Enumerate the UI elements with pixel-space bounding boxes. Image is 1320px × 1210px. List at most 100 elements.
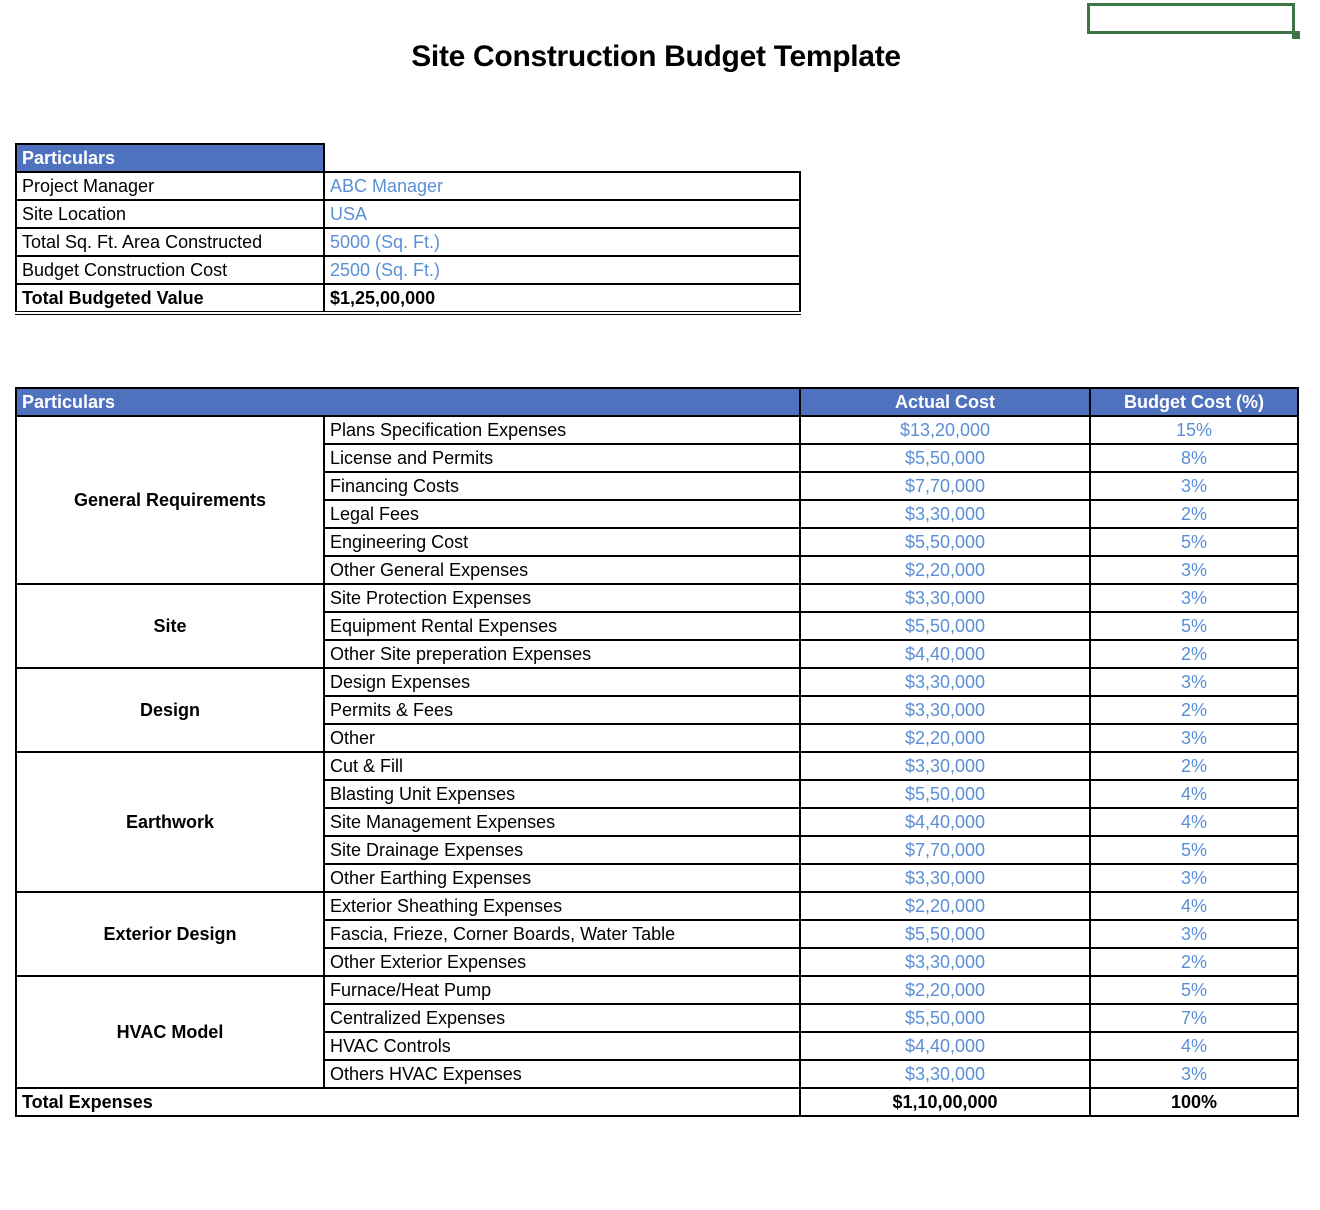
item-cell[interactable]: Legal Fees — [323, 499, 801, 529]
total-budgeted-value[interactable]: $1,25,00,000 — [323, 283, 801, 315]
item-cell[interactable]: Design Expenses — [323, 667, 801, 697]
info-value[interactable]: ABC Manager — [323, 171, 801, 201]
actual-cost-cell[interactable]: $3,30,000 — [799, 499, 1091, 529]
actual-cost-cell[interactable]: $3,30,000 — [799, 947, 1091, 977]
budget-cost-cell[interactable]: 8% — [1089, 443, 1299, 473]
actual-cost-cell[interactable]: $5,50,000 — [799, 919, 1091, 949]
actual-cost-cell[interactable]: $5,50,000 — [799, 443, 1091, 473]
budget-cost-cell[interactable]: 3% — [1089, 1059, 1299, 1089]
item-cell[interactable]: Site Protection Expenses — [323, 583, 801, 613]
item-cell[interactable]: Site Management Expenses — [323, 807, 801, 837]
budget-cost-cell[interactable]: 2% — [1089, 947, 1299, 977]
info-label[interactable]: Project Manager — [15, 171, 325, 201]
budget-cost-cell[interactable]: 5% — [1089, 975, 1299, 1005]
budget-cost-cell[interactable]: 3% — [1089, 863, 1299, 893]
category-cell[interactable]: Site — [15, 583, 325, 669]
item-cell[interactable]: Other Site preperation Expenses — [323, 639, 801, 669]
actual-cost-cell[interactable]: $13,20,000 — [799, 415, 1091, 445]
total-expenses-label[interactable]: Total Expenses — [15, 1087, 801, 1117]
info-label[interactable]: Budget Construction Cost — [15, 255, 325, 285]
header-actual-cost: Actual Cost — [799, 387, 1091, 417]
item-cell[interactable]: Furnace/Heat Pump — [323, 975, 801, 1005]
item-cell[interactable]: HVAC Controls — [323, 1031, 801, 1061]
category-cell[interactable]: Exterior Design — [15, 891, 325, 977]
actual-cost-cell[interactable]: $3,30,000 — [799, 667, 1091, 697]
budget-cost-cell[interactable]: 15% — [1089, 415, 1299, 445]
total-row: Total Expenses $1,10,00,000 100% — [15, 1087, 1299, 1117]
actual-cost-cell[interactable]: $4,40,000 — [799, 639, 1091, 669]
actual-cost-cell[interactable]: $3,30,000 — [799, 751, 1091, 781]
category-cell[interactable]: Design — [15, 667, 325, 753]
budget-cost-cell[interactable]: 5% — [1089, 611, 1299, 641]
budget-cost-cell[interactable]: 3% — [1089, 667, 1299, 697]
item-cell[interactable]: Others HVAC Expenses — [323, 1059, 801, 1089]
budget-cost-cell[interactable]: 2% — [1089, 751, 1299, 781]
actual-cost-cell[interactable]: $7,70,000 — [799, 835, 1091, 865]
actual-cost-cell[interactable]: $3,30,000 — [799, 1059, 1091, 1089]
category-cell[interactable]: General Requirements — [15, 415, 325, 585]
budget-cost-cell[interactable]: 3% — [1089, 555, 1299, 585]
info-value[interactable]: USA — [323, 199, 801, 229]
table-row: Design Design Expenses $3,30,000 3% — [15, 667, 1299, 753]
actual-cost-cell[interactable]: $5,50,000 — [799, 779, 1091, 809]
actual-cost-cell[interactable]: $2,20,000 — [799, 975, 1091, 1005]
item-cell[interactable]: Equipment Rental Expenses — [323, 611, 801, 641]
actual-cost-cell[interactable]: $2,20,000 — [799, 555, 1091, 585]
budget-cost-cell[interactable]: 7% — [1089, 1003, 1299, 1033]
category-cell[interactable]: Earthwork — [15, 751, 325, 893]
budget-cost-cell[interactable]: 2% — [1089, 695, 1299, 725]
item-cell[interactable]: Engineering Cost — [323, 527, 801, 557]
info-header-blank — [324, 144, 800, 173]
actual-cost-cell[interactable]: $5,50,000 — [799, 527, 1091, 557]
actual-cost-cell[interactable]: $2,20,000 — [799, 723, 1091, 753]
budget-cost-cell[interactable]: 3% — [1089, 471, 1299, 501]
budget-cost-cell[interactable]: 4% — [1089, 1031, 1299, 1061]
fill-handle[interactable] — [1292, 31, 1300, 39]
info-row: Project Manager ABC Manager — [15, 171, 801, 201]
actual-cost-cell[interactable]: $3,30,000 — [799, 583, 1091, 613]
budget-cost-cell[interactable]: 4% — [1089, 891, 1299, 921]
total-budgeted-label[interactable]: Total Budgeted Value — [15, 283, 325, 315]
info-label[interactable]: Total Sq. Ft. Area Constructed — [15, 227, 325, 257]
item-cell[interactable]: Other General Expenses — [323, 555, 801, 585]
item-cell[interactable]: Blasting Unit Expenses — [323, 779, 801, 809]
actual-cost-cell[interactable]: $4,40,000 — [799, 807, 1091, 837]
info-value[interactable]: 2500 (Sq. Ft.) — [323, 255, 801, 285]
info-value[interactable]: 5000 (Sq. Ft.) — [323, 227, 801, 257]
table-row: Other General Expenses $2,20,000 3% — [16, 555, 1299, 585]
item-cell[interactable]: Other Exterior Expenses — [323, 947, 801, 977]
budget-cost-cell[interactable]: 5% — [1089, 835, 1299, 865]
total-budget-cost[interactable]: 100% — [1089, 1087, 1299, 1117]
item-cell[interactable]: Permits & Fees — [323, 695, 801, 725]
actual-cost-cell[interactable]: $4,40,000 — [799, 1031, 1091, 1061]
budget-cost-cell[interactable]: 2% — [1089, 499, 1299, 529]
budget-cost-cell[interactable]: 4% — [1089, 807, 1299, 837]
item-cell[interactable]: Centralized Expenses — [323, 1003, 801, 1033]
actual-cost-cell[interactable]: $2,20,000 — [799, 891, 1091, 921]
actual-cost-cell[interactable]: $5,50,000 — [799, 1003, 1091, 1033]
budget-cost-cell[interactable]: 3% — [1089, 919, 1299, 949]
item-cell[interactable]: Site Drainage Expenses — [323, 835, 801, 865]
actual-cost-cell[interactable]: $5,50,000 — [799, 611, 1091, 641]
actual-cost-cell[interactable]: $3,30,000 — [799, 863, 1091, 893]
selected-cell[interactable] — [1087, 3, 1295, 34]
item-cell[interactable]: Cut & Fill — [323, 751, 801, 781]
item-cell[interactable]: Financing Costs — [323, 471, 801, 501]
info-label[interactable]: Site Location — [15, 199, 325, 229]
item-cell[interactable]: Fascia, Frieze, Corner Boards, Water Tab… — [323, 919, 801, 949]
actual-cost-cell[interactable]: $7,70,000 — [799, 471, 1091, 501]
budget-cost-cell[interactable]: 3% — [1089, 723, 1299, 753]
budget-cost-cell[interactable]: 2% — [1089, 639, 1299, 669]
item-cell[interactable]: Other Earthing Expenses — [323, 863, 801, 893]
total-actual-cost[interactable]: $1,10,00,000 — [799, 1087, 1091, 1117]
budget-cost-cell[interactable]: 4% — [1089, 779, 1299, 809]
item-cell[interactable]: Plans Specification Expenses — [323, 415, 801, 445]
budget-cost-cell[interactable]: 3% — [1089, 583, 1299, 613]
item-cell[interactable]: Other — [323, 723, 801, 753]
item-cell[interactable]: License and Permits — [323, 443, 801, 473]
item-cell[interactable]: Exterior Sheathing Expenses — [323, 891, 801, 921]
category-cell[interactable]: HVAC Model — [15, 975, 325, 1089]
table-row: Other Exterior Expenses $3,30,000 2% — [16, 947, 1299, 977]
budget-cost-cell[interactable]: 5% — [1089, 527, 1299, 557]
actual-cost-cell[interactable]: $3,30,000 — [799, 695, 1091, 725]
